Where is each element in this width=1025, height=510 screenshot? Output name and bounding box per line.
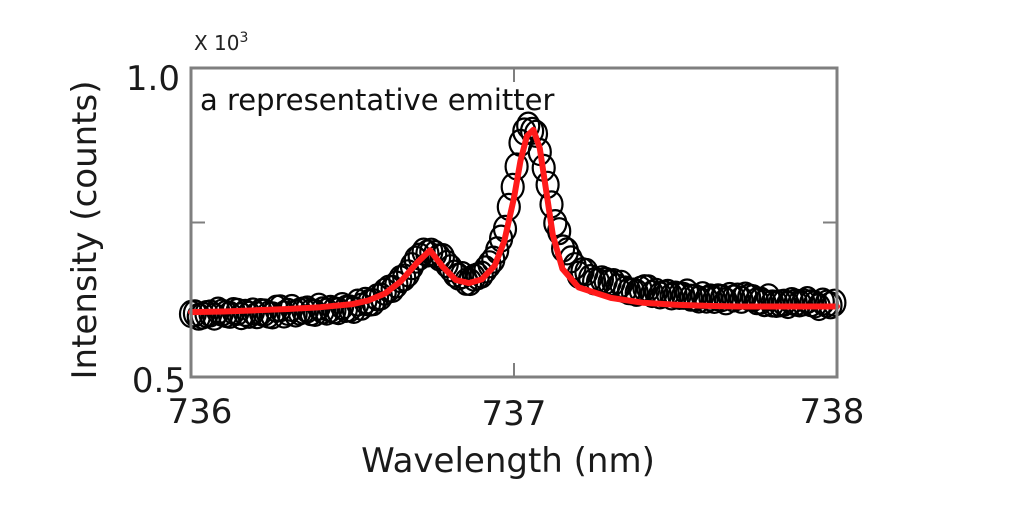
data-markers <box>178 111 847 331</box>
data-point-marker <box>229 302 254 331</box>
x-axis-title: Wavelength (nm) <box>361 441 655 481</box>
x-tick-label-736: 736 <box>168 392 233 432</box>
data-point-marker <box>477 250 502 279</box>
data-point-marker <box>694 285 719 314</box>
y-tick-label-bottom: 0.5 <box>132 361 186 401</box>
data-point-marker <box>771 288 797 317</box>
data-point-marker <box>698 283 723 312</box>
data-point-marker <box>686 285 711 314</box>
x-tick-label-737: 737 <box>482 394 547 434</box>
x-tick-label-738: 738 <box>800 392 865 432</box>
annotation-label: a representative emitter <box>200 83 555 117</box>
data-point-marker <box>547 217 572 246</box>
data-point-marker <box>671 281 696 310</box>
axis-ticks <box>190 67 838 378</box>
data-point-marker <box>438 254 463 283</box>
fit-line <box>188 126 840 316</box>
y-multiplier: X 103 <box>194 30 248 55</box>
data-point-marker <box>702 285 727 314</box>
data-point-marker <box>442 259 467 288</box>
data-point-marker <box>237 300 262 329</box>
data-point-marker <box>822 288 847 317</box>
data-point-marker <box>314 297 339 326</box>
data-point-marker <box>752 289 777 318</box>
data-point-marker <box>725 282 750 311</box>
data-point-marker <box>403 245 428 274</box>
data-point-marker <box>709 284 735 313</box>
data-point-marker <box>640 279 665 309</box>
data-point-marker <box>791 288 816 317</box>
data-point-marker <box>271 300 297 329</box>
data-point-marker <box>473 255 498 284</box>
y-axis-title: Intensity (counts) <box>65 81 105 380</box>
y-tick-label-top: 1.0 <box>126 59 180 99</box>
